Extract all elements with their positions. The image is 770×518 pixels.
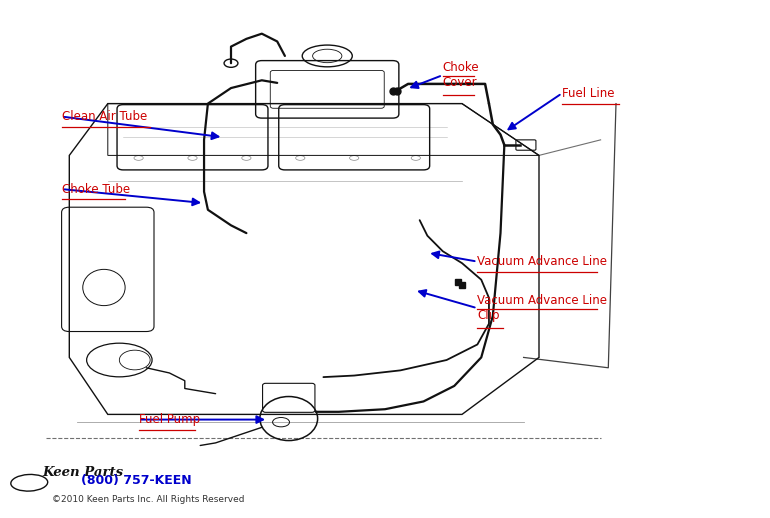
Text: Vacuum Advance Line
Clip: Vacuum Advance Line Clip — [477, 294, 608, 322]
Text: Choke
Cover: Choke Cover — [443, 61, 480, 89]
Text: (800) 757-KEEN: (800) 757-KEEN — [81, 474, 192, 487]
Text: Keen Parts: Keen Parts — [42, 466, 123, 479]
Text: Vacuum Advance Line: Vacuum Advance Line — [477, 255, 608, 268]
Text: ©2010 Keen Parts Inc. All Rights Reserved: ©2010 Keen Parts Inc. All Rights Reserve… — [52, 495, 245, 505]
Text: Fuel Line: Fuel Line — [562, 87, 614, 100]
Text: Clean Air Tube: Clean Air Tube — [62, 110, 147, 123]
Text: Fuel Pump: Fuel Pump — [139, 413, 199, 426]
Text: Choke Tube: Choke Tube — [62, 182, 129, 196]
